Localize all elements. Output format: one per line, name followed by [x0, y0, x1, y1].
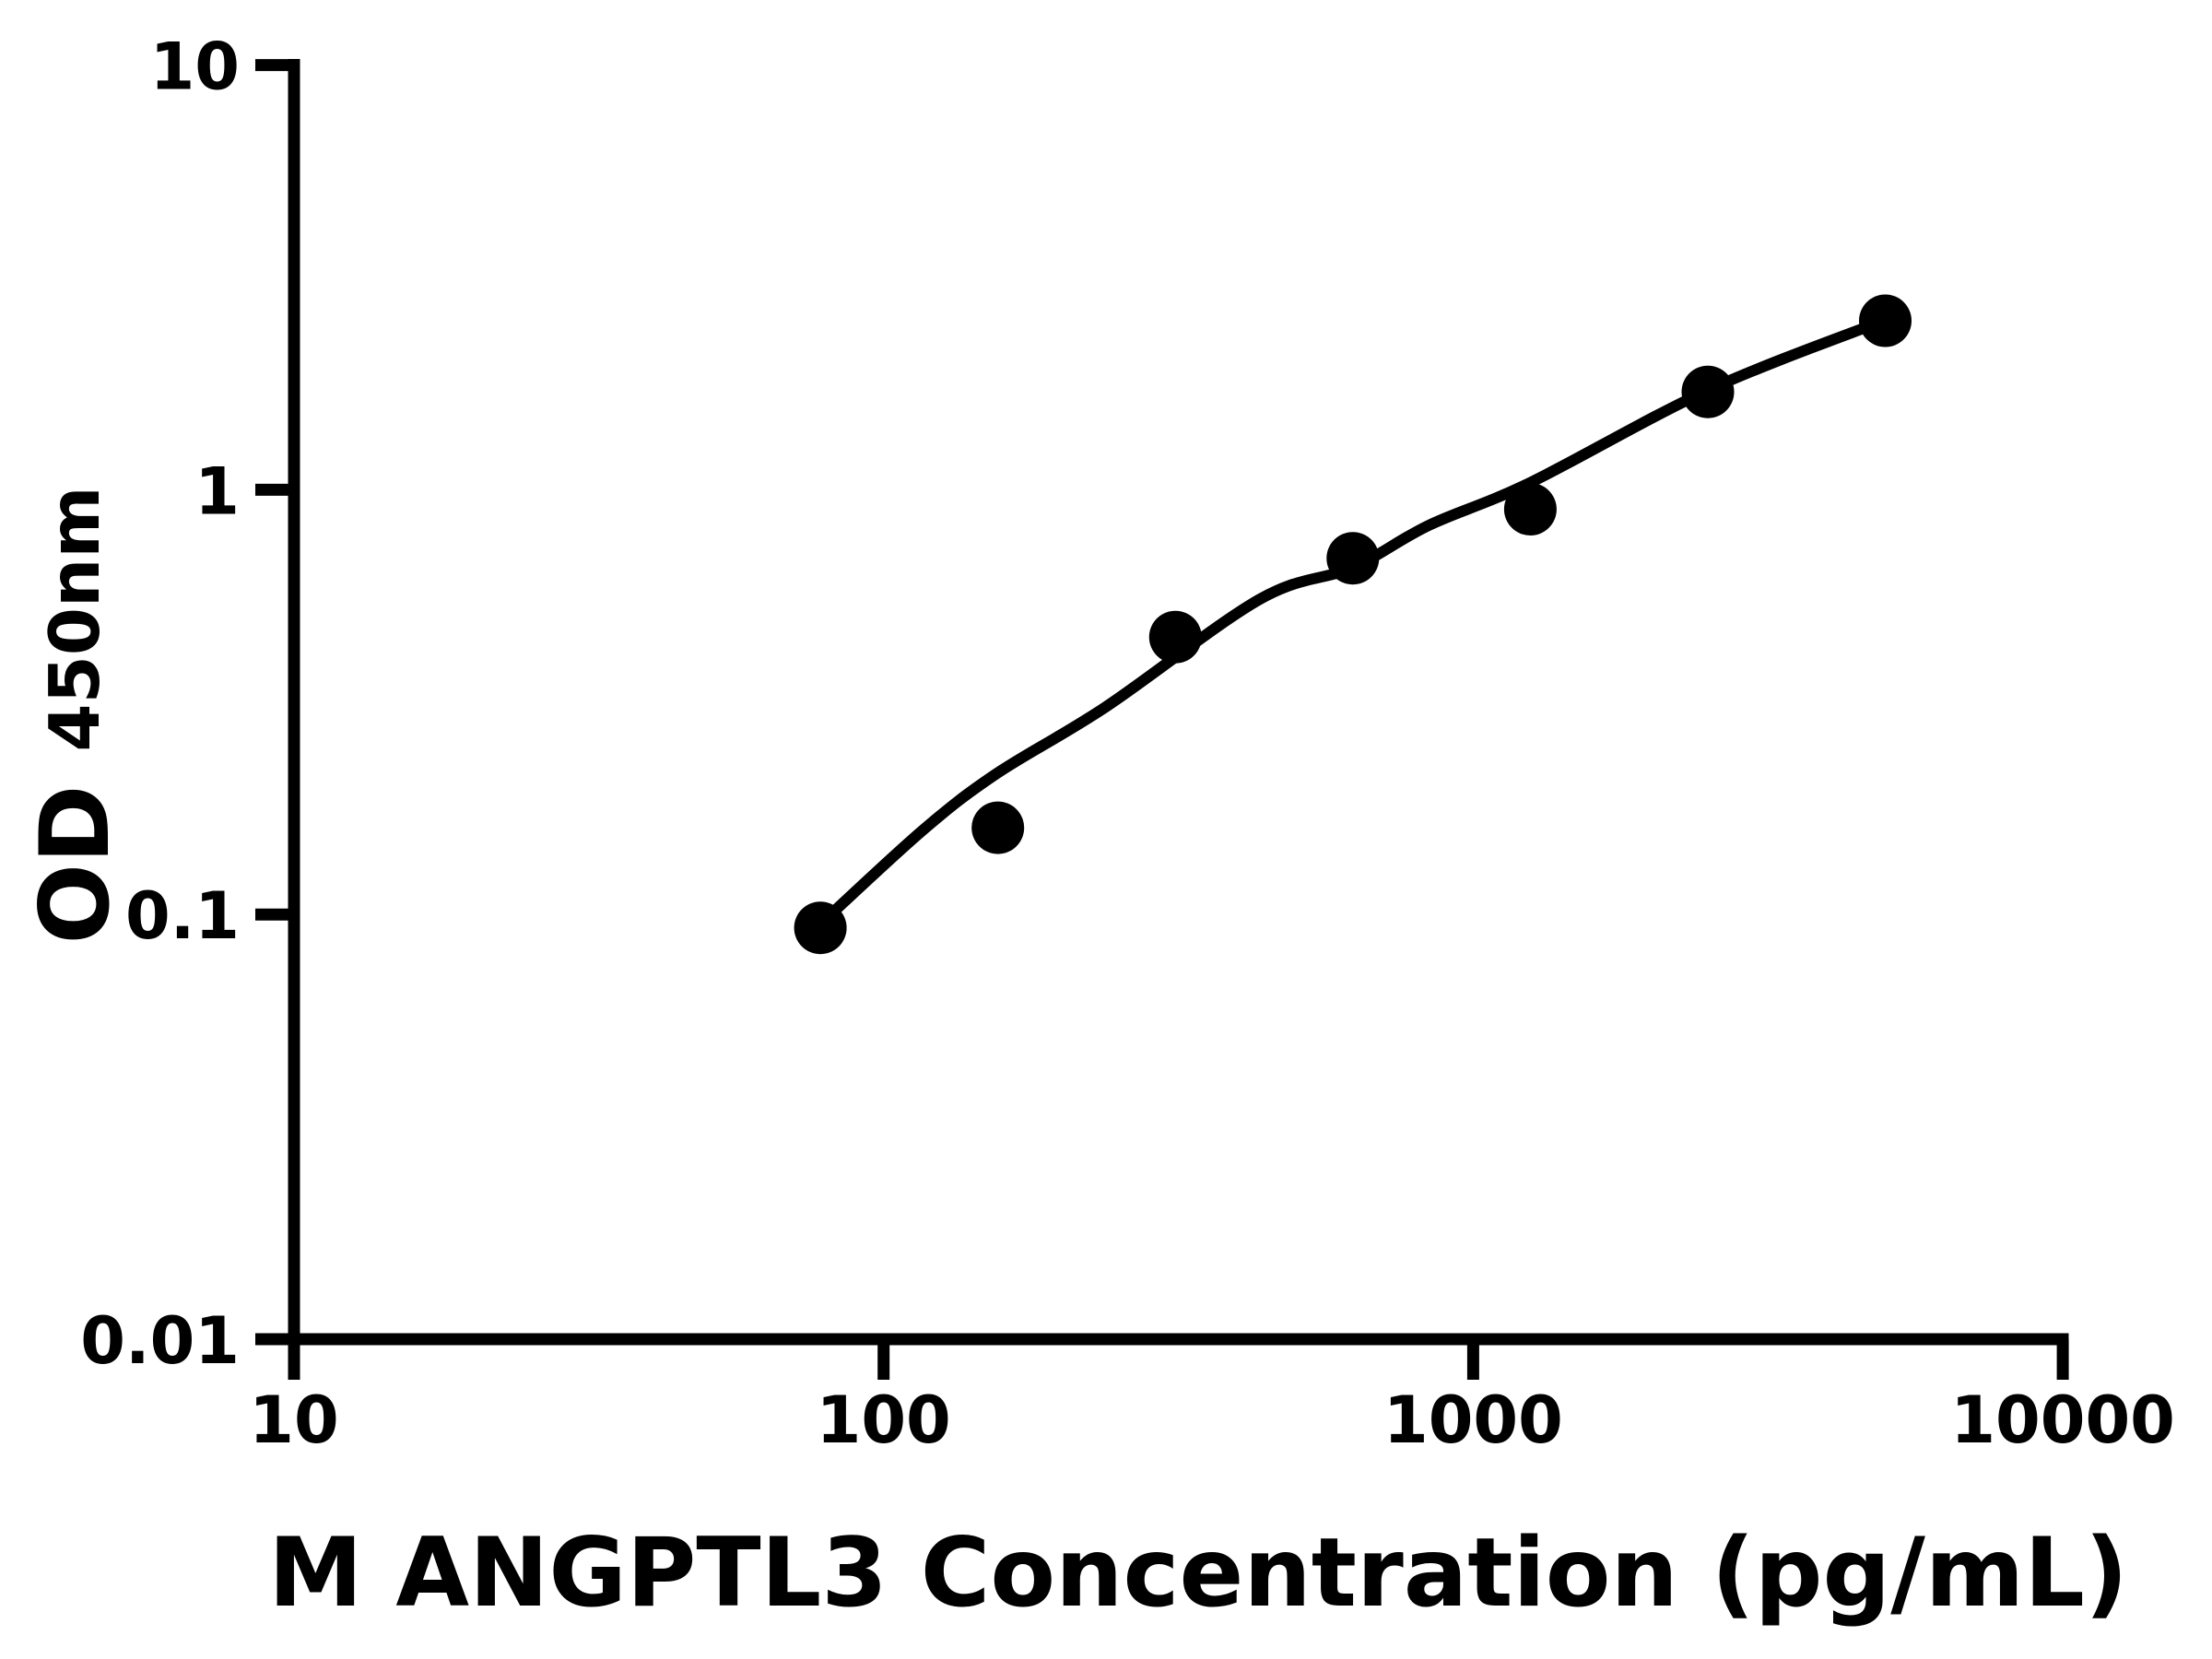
x-tick-label: 10 [249, 1382, 338, 1458]
y-axis-title: OD 450nm [20, 486, 131, 944]
x-tick-label: 1000 [1383, 1382, 1563, 1458]
data-point [794, 901, 847, 955]
y-axis-title-main: OD [20, 784, 131, 944]
y-tick-label: 0.1 [125, 878, 240, 954]
axes [288, 59, 2069, 1346]
x-tick-label: 100 [817, 1382, 951, 1458]
x-axis-ticks: 10 100 1000 10000 [249, 1339, 2175, 1458]
data-point [1326, 532, 1380, 585]
data-point [971, 801, 1025, 854]
fitted-curve [814, 314, 1888, 931]
x-tick-label: 10000 [1950, 1382, 2175, 1458]
y-axis-title-subscript: 450nm [34, 486, 115, 751]
y-tick-label: 10 [150, 29, 240, 105]
data-point [1681, 365, 1735, 418]
plot-area [794, 294, 1912, 955]
x-axis-title: M ANGPTL3 Concentration (pg/mL) [268, 1518, 2128, 1629]
y-tick-label: 0.01 [80, 1303, 240, 1379]
data-point [1859, 294, 1912, 347]
data-point [1148, 610, 1202, 664]
y-axis-ticks: 10 1 0.1 0.01 [80, 29, 294, 1379]
y-tick-label: 1 [194, 453, 240, 529]
data-point [1503, 483, 1557, 535]
